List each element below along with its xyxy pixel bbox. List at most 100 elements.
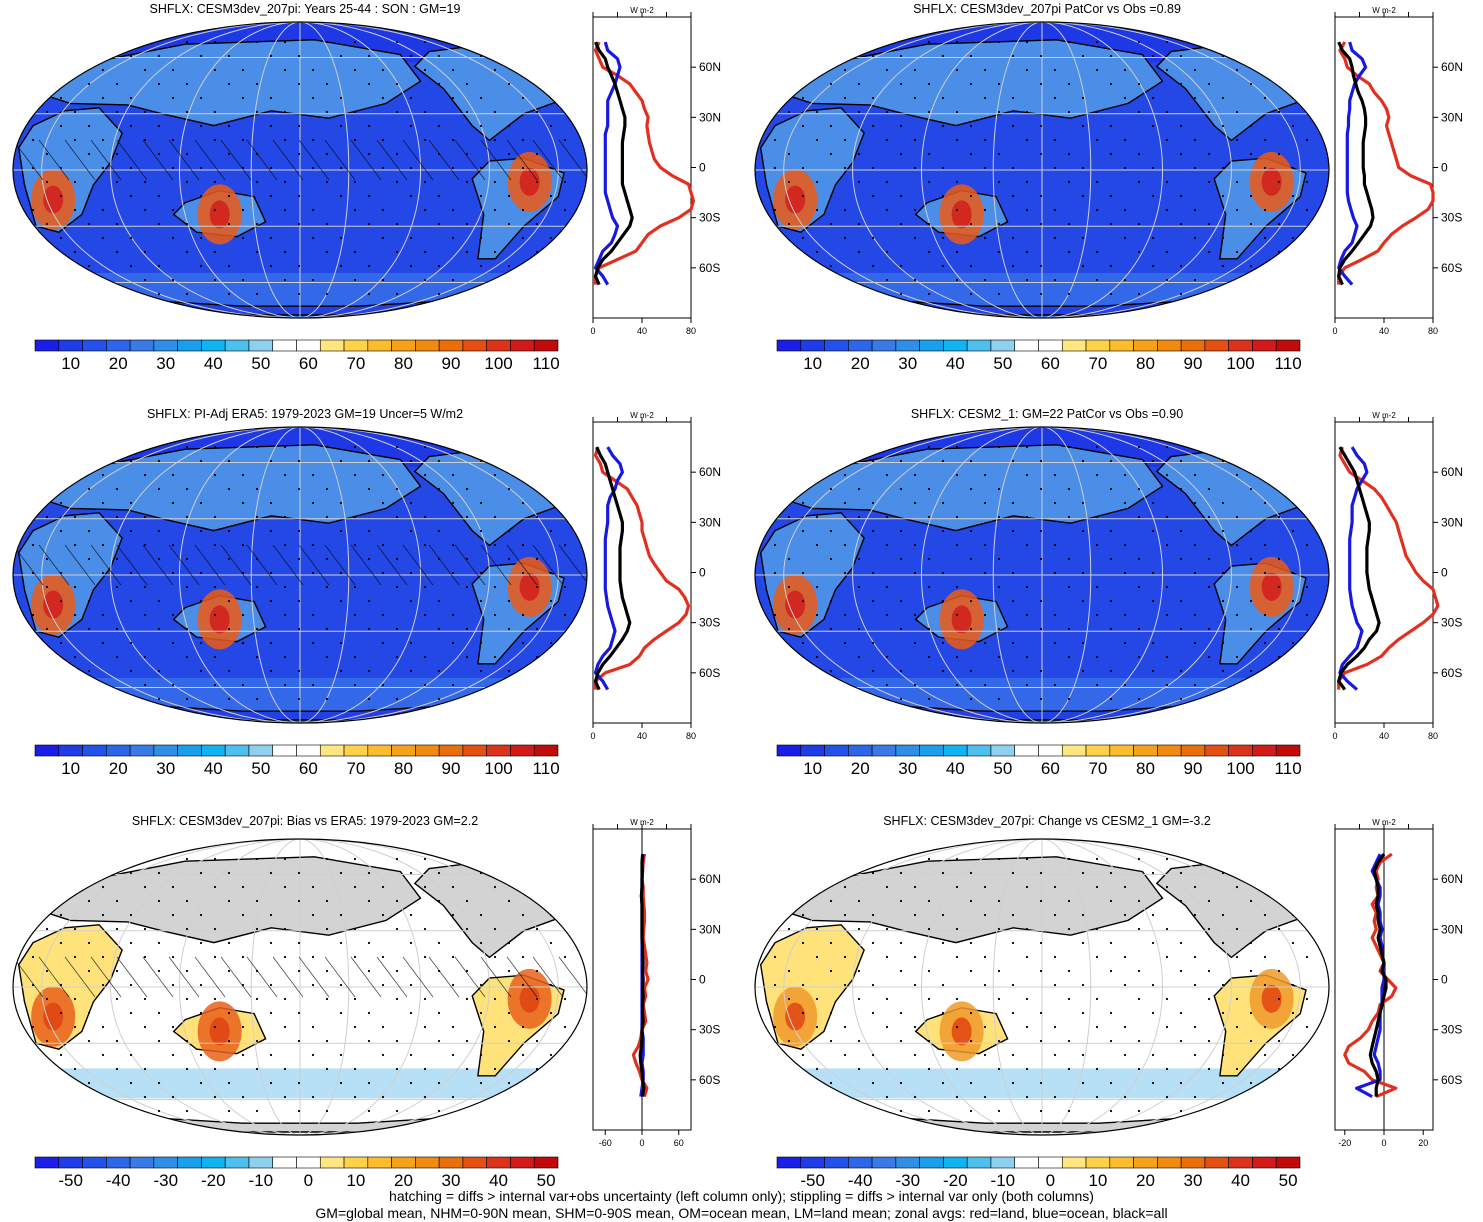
stipple-dot — [857, 40, 861, 44]
stipple-dot — [1277, 557, 1281, 561]
stipple-dot — [997, 487, 1001, 491]
stipple-dot — [1011, 1011, 1015, 1015]
meridian-gridline — [783, 22, 1301, 318]
hatch-line — [194, 956, 226, 998]
stipple-dot — [59, 529, 63, 533]
stipple-dot — [115, 697, 119, 701]
stipple-dot — [507, 54, 511, 58]
colorbar-swatch — [367, 339, 392, 352]
meridian-gridline — [852, 839, 1232, 1135]
stipple-dot — [829, 54, 833, 58]
stipple-dot — [1235, 857, 1239, 861]
stipple-dot — [969, 82, 973, 86]
stipple-dot — [871, 983, 875, 987]
stipple-dot — [1207, 557, 1211, 561]
zonal-x-tick-label: 40 — [637, 326, 647, 336]
stipple-dot — [241, 473, 245, 477]
stipple-dot — [535, 969, 539, 973]
zonal-unit-label: W m-2 — [1372, 411, 1396, 420]
stipple-dot — [1151, 54, 1155, 58]
stipple-dot — [143, 585, 147, 589]
meridian-gridline — [920, 22, 1164, 318]
stipple-dot — [1305, 1095, 1309, 1099]
stipple-dot — [829, 292, 833, 296]
stipple-dot — [941, 1081, 945, 1085]
world-map: -50 -40 -30 -20 -10 0 10 20 30 40 50W m-260N30N030… — [12, 818, 721, 1190]
stipple-dot — [899, 697, 903, 701]
stipple-dot — [31, 138, 35, 142]
stipple-dot — [871, 1081, 875, 1085]
stipple-dot — [227, 599, 231, 603]
stipple-dot — [479, 669, 483, 673]
stipple-dot — [157, 292, 161, 296]
stipple-dot — [899, 871, 903, 875]
stipple-dot — [1179, 54, 1183, 58]
zonal-series-line — [593, 446, 624, 691]
stipple-dot — [815, 885, 819, 889]
stipple-dot — [269, 501, 273, 505]
colorbar-tick-label: 20 — [394, 1171, 413, 1190]
stipple-dot — [563, 955, 567, 959]
lat-tick-label: 0 — [1441, 566, 1448, 580]
zonal-series-line — [1337, 41, 1435, 285]
stipple-dot — [311, 166, 315, 170]
stipple-dot — [437, 941, 441, 945]
stipple-dot — [1263, 683, 1267, 687]
stipple-dot — [213, 997, 217, 1001]
stipple-dot — [1165, 655, 1169, 659]
stipple-dot — [185, 697, 189, 701]
stipple-dot — [381, 208, 385, 212]
stipple-dot — [857, 899, 861, 903]
stipple-dot — [1179, 194, 1183, 198]
stipple-dot — [59, 599, 63, 603]
stipple-dot — [969, 1081, 973, 1085]
stipple-dot — [423, 955, 427, 959]
stipple-dot — [801, 96, 805, 100]
stipple-dot — [73, 1095, 77, 1099]
hatch-line — [142, 139, 174, 181]
continent-greenland — [543, 438, 580, 458]
stipple-dot — [353, 1025, 357, 1029]
hatch-line — [142, 544, 174, 586]
colorbar-tick-label: 90 — [1184, 759, 1203, 778]
meridian-gridline — [992, 427, 1092, 723]
stipple-dot — [801, 264, 805, 268]
stipple-dot — [87, 487, 91, 491]
stipple-dot — [983, 913, 987, 917]
stipple-dot — [311, 236, 315, 240]
stipple-dot — [143, 515, 147, 519]
meridian-gridline — [920, 839, 1164, 1135]
stipple-dot — [479, 194, 483, 198]
colorbar-swatch — [824, 339, 849, 352]
stipple-dot — [801, 941, 805, 945]
stipple-dot — [1277, 697, 1281, 701]
stipple-dot — [1249, 459, 1253, 463]
stipple-dot — [1067, 927, 1071, 931]
stipple-dot — [199, 236, 203, 240]
stipple-dot — [423, 885, 427, 889]
stipple-dot — [1263, 1025, 1267, 1029]
colorbar-swatch — [848, 339, 873, 352]
colorbar-tick-label: 40 — [946, 759, 965, 778]
stipple-dot — [507, 82, 511, 86]
stipple-dot — [997, 857, 1001, 861]
stipple-dot — [1137, 110, 1141, 114]
colorbar-swatch — [895, 744, 920, 757]
stipple-dot — [199, 599, 203, 603]
stipple-dot — [185, 585, 189, 589]
stipple-dot — [395, 292, 399, 296]
stipple-dot — [787, 1039, 791, 1043]
stipple-dot — [423, 110, 427, 114]
stipple-dot — [381, 683, 385, 687]
stipple-dot — [1207, 292, 1211, 296]
stipple-dot — [843, 236, 847, 240]
stipple-dot — [801, 459, 805, 463]
stipple-dot — [185, 292, 189, 296]
stipple-dot — [969, 1011, 973, 1015]
stipple-dot — [549, 236, 553, 240]
stipple-dot — [1123, 166, 1127, 170]
stipple-dot — [423, 278, 427, 282]
hatch-line — [90, 956, 122, 998]
stipple-dot — [101, 955, 105, 959]
stipple-dot — [1249, 1081, 1253, 1085]
